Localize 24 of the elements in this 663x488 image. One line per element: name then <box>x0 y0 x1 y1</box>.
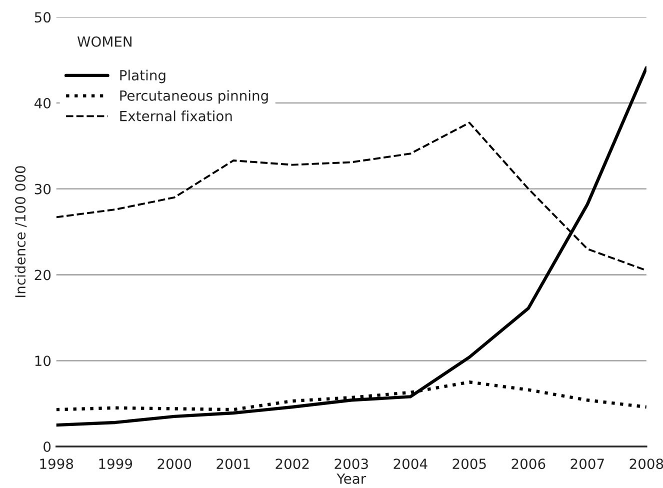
annotation: WOMEN <box>77 36 132 47</box>
x-tick-label: 1999 <box>99 458 132 470</box>
x-axis-title: Year <box>336 474 366 484</box>
x-tick-label: 2005 <box>452 458 486 470</box>
x-tick-label: 1998 <box>40 458 74 470</box>
legend-label: Plating <box>120 70 166 84</box>
x-tick-label: 2004 <box>394 458 428 470</box>
y-tick-label: 0 <box>44 441 51 452</box>
x-tick-label: 2008 <box>630 458 663 470</box>
x-tick-label: 2007 <box>570 458 604 470</box>
y-tick-label: 20 <box>34 270 51 280</box>
y-tick-label: 50 <box>34 12 51 23</box>
y-tick-label: 10 <box>35 356 51 366</box>
x-tick-label: 2000 <box>158 458 192 470</box>
y-tick-label: 30 <box>34 184 51 194</box>
y-axis-title: Incidence /100 000 <box>14 166 27 298</box>
legend-label: Percutaneous pinning <box>120 90 268 104</box>
x-tick-label: 2001 <box>216 458 250 470</box>
y-tick-label: 40 <box>34 98 51 108</box>
legend-label: External fixation <box>120 110 232 122</box>
x-tick-label: 2002 <box>276 458 309 470</box>
line-series <box>56 66 646 427</box>
x-tick-label: 2006 <box>512 458 546 470</box>
x-tick-label: 2003 <box>334 458 368 470</box>
